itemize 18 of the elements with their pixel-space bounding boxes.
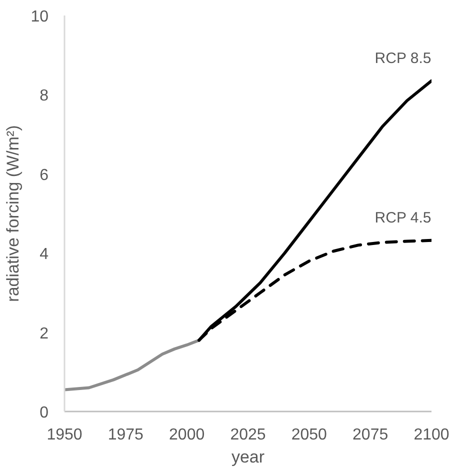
y-tick-label: 6 — [40, 166, 49, 184]
y-axis-title: radiative forcing (W/m²) — [4, 125, 23, 302]
series-label: RCP 8.5 — [374, 50, 432, 67]
x-tick-label: 2100 — [414, 426, 450, 444]
y-tick-label: 8 — [40, 88, 49, 105]
x-tick-label: 2050 — [291, 426, 328, 444]
y-tick-label: 4 — [40, 246, 49, 264]
x-tick-label: 2025 — [230, 426, 266, 444]
x-tick-label: 2000 — [169, 426, 205, 444]
y-tick-label: 10 — [30, 8, 49, 26]
line-series — [64, 338, 201, 392]
x-tick-label: 2075 — [352, 426, 388, 444]
series-label: RCP 4.5 — [374, 209, 432, 226]
x-axis-title: year — [231, 448, 265, 466]
x-tick-label: 1975 — [108, 426, 144, 444]
y-tick-label: 0 — [40, 404, 49, 422]
x-tick-label: 1950 — [46, 426, 82, 444]
y-tick-label: 2 — [40, 325, 49, 342]
